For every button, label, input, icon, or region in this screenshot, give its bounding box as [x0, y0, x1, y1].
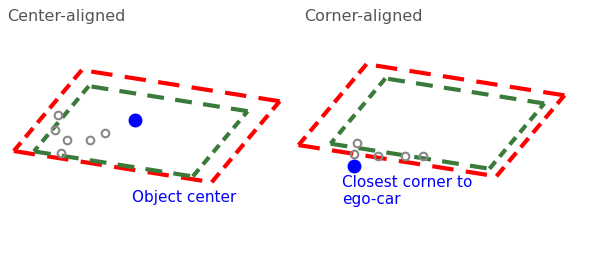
Text: Closest corner to
ego-car: Closest corner to ego-car — [343, 175, 473, 207]
Text: Corner-aligned: Corner-aligned — [304, 9, 423, 24]
Text: Center-aligned: Center-aligned — [7, 9, 126, 24]
Text: Object center: Object center — [132, 190, 236, 205]
